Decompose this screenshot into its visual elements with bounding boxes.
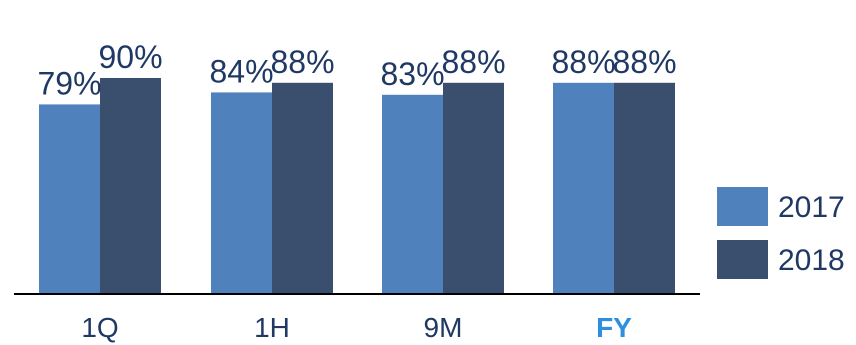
legend-swatch-2018 [717, 240, 768, 279]
category-label-1Q: 1Q [81, 312, 118, 343]
legend-swatch-2017 [717, 187, 768, 226]
category-label-FY: FY [596, 312, 632, 343]
bar-2018-1H [272, 82, 333, 294]
category-label-1H: 1H [254, 312, 290, 343]
legend-label-2018: 2018 [778, 244, 845, 277]
legend: 2017 2018 [717, 187, 845, 279]
category-labels-group: 1Q 1H 9M FY [81, 312, 632, 343]
bars-group [39, 78, 675, 295]
value-labels-group: 79%90% 84%88% 83%88% 88%88% [37, 39, 676, 101]
bar-2017-1H [211, 92, 272, 295]
category-label-9M: 9M [424, 312, 463, 343]
bar-2017-1Q [39, 104, 100, 295]
value-label-2018-FY: 88% [612, 44, 676, 80]
value-label-2017-9M: 83% [380, 56, 444, 92]
bar-2018-1Q [100, 78, 161, 294]
value-label-2017-FY: 88% [551, 44, 615, 80]
bar-2017-FY [553, 82, 614, 294]
bar-2018-FY [614, 82, 675, 294]
value-label-2017-1H: 84% [209, 53, 273, 89]
value-label-2018-1H: 88% [270, 44, 334, 80]
value-label-2018-1Q: 90% [98, 39, 162, 75]
bar-2017-9M [382, 94, 443, 294]
legend-label-2017: 2017 [778, 191, 845, 224]
value-label-2017-1Q: 79% [37, 65, 101, 101]
bar-2018-9M [443, 82, 504, 294]
value-label-2018-9M: 88% [441, 44, 505, 80]
